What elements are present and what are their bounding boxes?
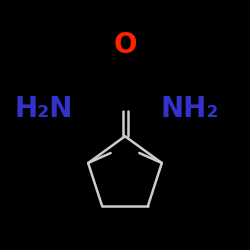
Text: O: O (113, 31, 137, 59)
Text: H₂N: H₂N (14, 95, 73, 123)
Text: NH₂: NH₂ (161, 95, 219, 123)
